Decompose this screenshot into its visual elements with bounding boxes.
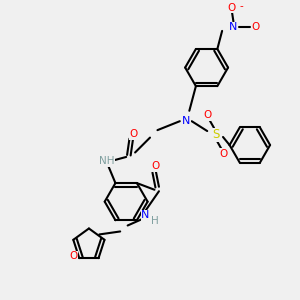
Text: N: N — [182, 116, 190, 126]
Text: O: O — [220, 149, 228, 159]
Text: -: - — [239, 1, 243, 11]
Text: NH: NH — [99, 156, 115, 167]
Text: O: O — [151, 161, 160, 172]
Text: N: N — [141, 210, 150, 220]
Text: O: O — [252, 22, 260, 32]
Text: H: H — [151, 216, 158, 226]
Text: N: N — [229, 22, 238, 32]
Text: O: O — [228, 3, 236, 13]
Text: O: O — [69, 251, 77, 261]
Text: S: S — [212, 128, 219, 141]
Text: O: O — [130, 129, 138, 139]
Text: O: O — [203, 110, 211, 120]
